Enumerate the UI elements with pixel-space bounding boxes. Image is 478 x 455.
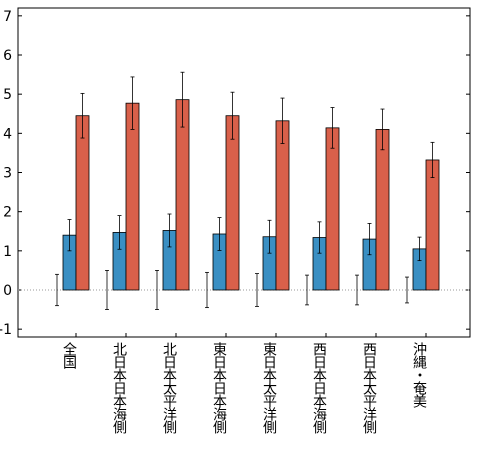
x-tick-label: 西日本日本海側 bbox=[311, 342, 327, 434]
bar bbox=[275, 120, 290, 291]
y-tick-label: 7 bbox=[3, 9, 12, 25]
x-tick-label: 東日本日本海側 bbox=[211, 342, 227, 434]
y-tick-label: 2 bbox=[3, 205, 12, 221]
bar bbox=[325, 127, 340, 291]
y-tick-label: 5 bbox=[3, 87, 12, 103]
bar bbox=[75, 115, 90, 291]
bar bbox=[225, 115, 240, 291]
x-tick-label: 北日本日本海側 bbox=[111, 342, 127, 434]
y-tick-label: 6 bbox=[3, 48, 12, 64]
y-tick-label: 4 bbox=[3, 126, 12, 142]
x-tick-label: 西日本太平洋側 bbox=[361, 342, 377, 434]
x-tick-label: 東日本太平洋側 bbox=[261, 342, 277, 434]
bar bbox=[425, 159, 440, 291]
y-tick-label: 3 bbox=[3, 166, 12, 182]
x-tick-label: 全国 bbox=[61, 341, 77, 369]
x-tick-label: 北日本太平洋側 bbox=[161, 342, 177, 434]
y-tick-label: -1 bbox=[0, 322, 12, 338]
bar bbox=[175, 99, 190, 291]
y-tick-label: 1 bbox=[3, 244, 12, 260]
y-tick-label: 0 bbox=[3, 283, 12, 299]
bar bbox=[375, 129, 390, 291]
x-tick-label: 沖縄・奄美 bbox=[411, 342, 427, 408]
bar bbox=[125, 102, 140, 291]
